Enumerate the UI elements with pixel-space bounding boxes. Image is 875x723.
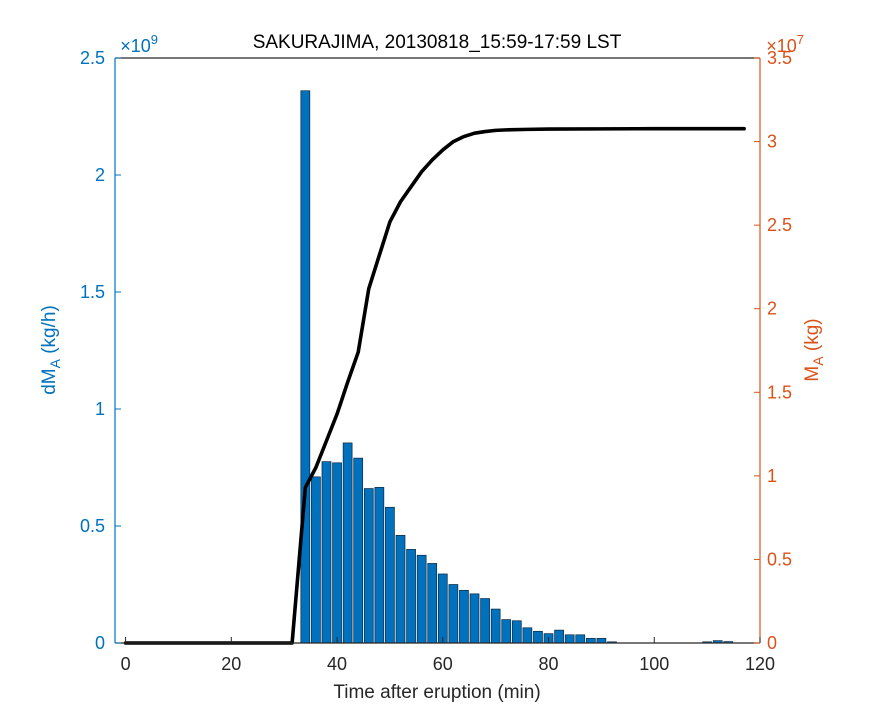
y-left-tick-label: 2 [95, 165, 105, 185]
y-left-exponent: ×109 [120, 32, 158, 56]
y-right-tick-label: 3 [767, 132, 777, 152]
bar-series [300, 90, 734, 644]
bar [564, 634, 575, 644]
y-right-tick-label: 0 [767, 633, 777, 653]
bar [416, 554, 427, 644]
bar [501, 619, 512, 644]
y-right-tick-label: 3.5 [767, 48, 792, 68]
bar [459, 589, 469, 644]
y-right-axis-label: MA (kg) [802, 318, 826, 381]
x-axis-label: Time after eruption (min) [333, 682, 540, 703]
bar [480, 598, 490, 644]
x-tick-label: 0 [121, 654, 131, 674]
x-tick-label: 100 [639, 654, 669, 674]
bar [522, 627, 533, 644]
y-left-tick-label: 0 [95, 633, 105, 653]
bar [395, 535, 406, 644]
x-tick-label: 40 [327, 654, 347, 674]
bar [332, 462, 342, 644]
bar [374, 487, 385, 644]
chart-title: SAKURAJIMA, 20130818_15:59-17:59 LST [253, 32, 622, 53]
bar [575, 634, 586, 644]
cumulative-mass-line [123, 126, 746, 645]
bar [353, 457, 364, 644]
x-ticks: 0 20 40 60 80 100 120 [121, 637, 775, 674]
y-left-axis-label: dMA (kg/h) [39, 305, 63, 395]
bar [406, 549, 416, 644]
bar [427, 563, 438, 644]
y-right-exponent: ×107 [766, 32, 804, 56]
bar [448, 584, 459, 644]
bar [490, 608, 501, 644]
y-left-tick-label: 1.5 [80, 282, 105, 302]
bar [554, 629, 564, 644]
bar [321, 461, 332, 644]
y-right-tick-label: 2.5 [767, 215, 792, 235]
x-tick-label: 20 [221, 654, 241, 674]
y-left-tick-label: 1 [95, 399, 105, 419]
plot-area [115, 58, 760, 643]
bar [385, 506, 395, 644]
y-right-tick-label: 1 [767, 466, 777, 486]
x-tick-label: 60 [433, 654, 453, 674]
bar [342, 442, 353, 644]
y-left-tick-label: 0.5 [80, 516, 105, 536]
bar [596, 637, 607, 644]
y-left-ticks: 0 0.5 1 1.5 2 2.5 [80, 48, 121, 653]
bar [511, 620, 522, 644]
y-right-tick-label: 0.5 [767, 549, 792, 569]
bar [469, 593, 480, 644]
bar [533, 630, 543, 644]
bar [311, 476, 321, 644]
y-right-tick-label: 1.5 [767, 382, 792, 402]
bar [300, 90, 311, 644]
y-right-tick-label: 2 [767, 299, 777, 319]
bar [585, 637, 596, 644]
x-tick-label: 120 [745, 654, 775, 674]
y-right-ticks: 0 0.5 1 1.5 2 2.5 3 3.5 [754, 48, 792, 653]
bar [437, 573, 448, 644]
bar [363, 488, 374, 644]
y-left-tick-label: 2.5 [80, 48, 105, 68]
x-tick-label: 80 [539, 654, 559, 674]
